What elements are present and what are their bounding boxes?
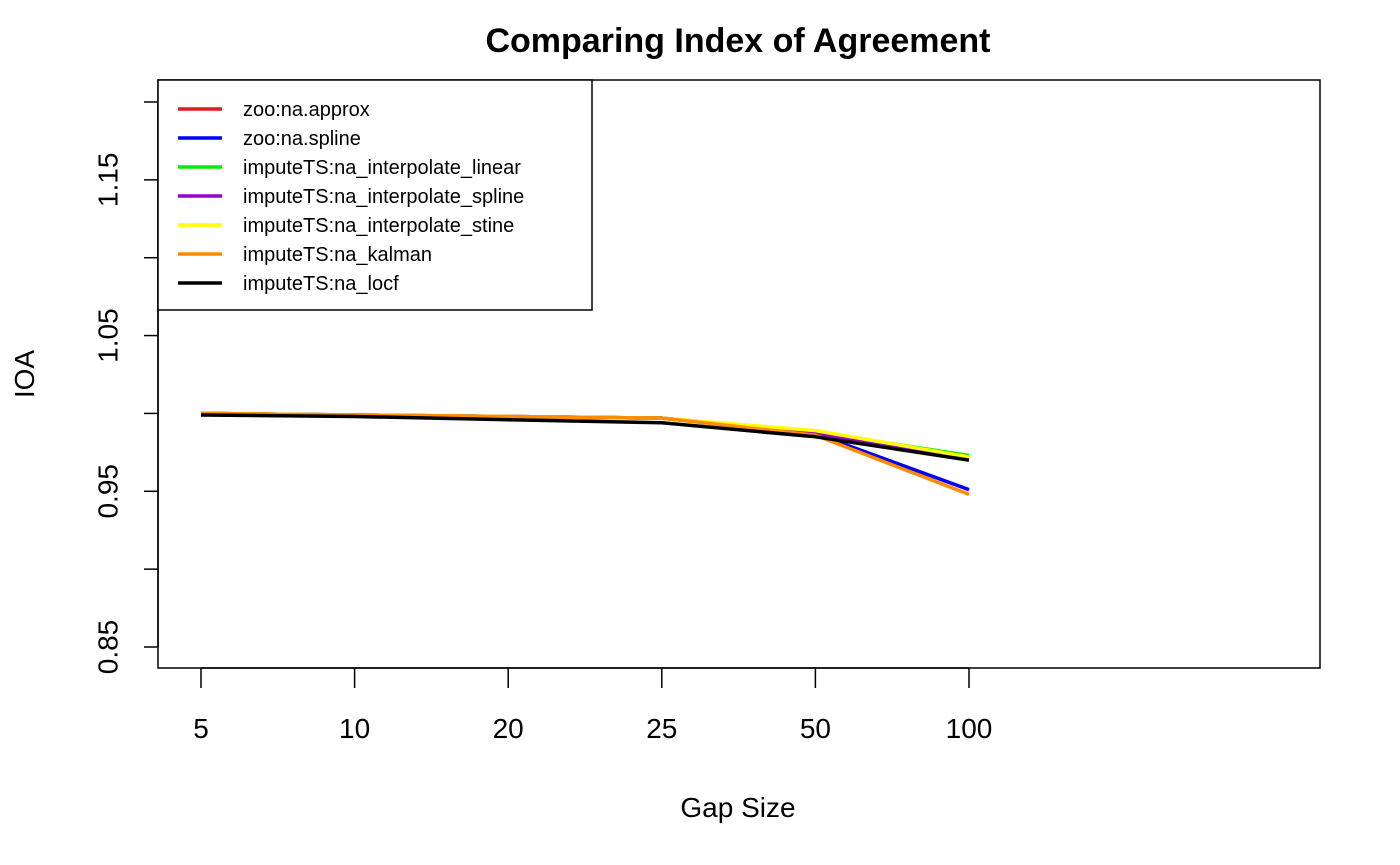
y-tick-label: 1.15 xyxy=(92,153,123,208)
legend-label: imputeTS:na_interpolate_stine xyxy=(243,215,514,237)
series-line-7 xyxy=(200,413,970,462)
legend-label: imputeTS:na_kalman xyxy=(243,244,432,266)
x-tick-label: 25 xyxy=(646,713,677,744)
x-tick-label: 10 xyxy=(339,713,370,744)
x-tick-label: 5 xyxy=(193,713,209,744)
legend-label: zoo:na.spline xyxy=(243,128,361,150)
legend-label: imputeTS:na_interpolate_spline xyxy=(243,186,524,208)
chart-title: Comparing Index of Agreement xyxy=(485,22,990,60)
x-tick-label: 20 xyxy=(493,713,524,744)
x-tick-label: 100 xyxy=(946,713,993,744)
legend-box xyxy=(157,79,593,311)
y-tick-label: 0.95 xyxy=(92,464,123,519)
legend-entries: zoo:na.approx zoo:na.spline imputeTS:na_in… xyxy=(178,99,524,295)
legend-label: imputeTS:na_locf xyxy=(243,273,399,295)
x-axis: 5 10 20 25 50 100 xyxy=(193,667,993,744)
x-axis-label: Gap Size xyxy=(680,792,795,823)
y-axis-label: IOA xyxy=(9,350,40,399)
legend-label: zoo:na.approx xyxy=(243,99,370,121)
series-line-6 xyxy=(200,411,970,497)
y-tick-label: 0.85 xyxy=(92,620,123,675)
y-axis: 0.85 0.95 1.05 1.15 xyxy=(92,101,159,675)
legend: zoo:na.approx zoo:na.spline imputeTS:na_in… xyxy=(157,79,593,311)
series-layer xyxy=(200,411,970,497)
y-tick-label: 1.05 xyxy=(92,308,123,363)
x-tick-label: 50 xyxy=(800,713,831,744)
legend-label: imputeTS:na_interpolate_linear xyxy=(243,157,521,179)
